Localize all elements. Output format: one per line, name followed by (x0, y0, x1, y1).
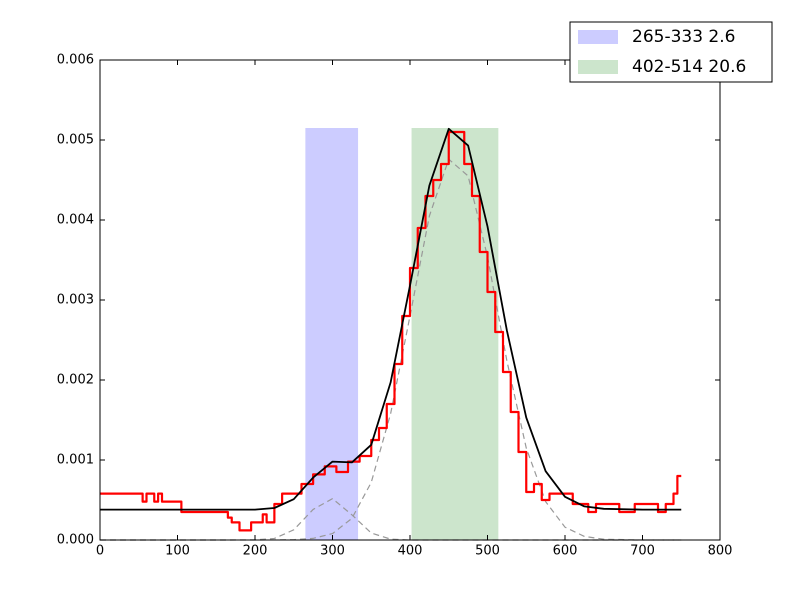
y-tick-label: 0.001 (57, 453, 94, 468)
y-tick-label: 0.002 (57, 373, 94, 388)
data-line (100, 498, 682, 541)
data-line (100, 130, 682, 532)
data-line (100, 158, 682, 541)
span (305, 128, 359, 540)
span (411, 128, 499, 540)
x-tick-label: 400 (398, 544, 423, 559)
legend-swatch (578, 60, 618, 74)
y-tick-label: 0.005 (57, 133, 94, 148)
x-tick-label: 300 (320, 544, 345, 559)
x-tick-label: 100 (165, 544, 190, 559)
x-tick-label: 200 (243, 544, 268, 559)
x-tick-label: 500 (475, 544, 500, 559)
y-tick-label: 0.000 (57, 533, 94, 548)
x-tick-label: 0 (96, 544, 104, 559)
x-tick-label: 600 (553, 544, 578, 559)
y-tick-label: 0.004 (57, 213, 94, 228)
y-tick-label: 0.006 (57, 53, 94, 68)
legend-swatch (578, 30, 618, 44)
x-tick-label: 700 (630, 544, 655, 559)
data-line (100, 127, 682, 511)
x-tick-label: 800 (708, 544, 733, 559)
legend-label: 402-514 20.6 (632, 57, 746, 77)
legend-label: 265-333 2.6 (632, 27, 735, 47)
y-tick-label: 0.003 (57, 293, 94, 308)
